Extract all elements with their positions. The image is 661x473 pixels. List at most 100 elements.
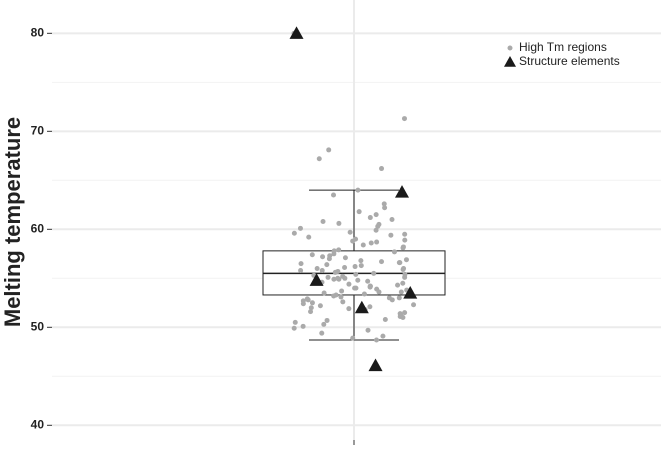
point	[365, 278, 371, 284]
point	[376, 289, 382, 295]
legend-marker	[504, 56, 516, 67]
point	[309, 300, 315, 306]
point	[331, 293, 337, 299]
point	[355, 187, 361, 193]
point	[297, 225, 303, 231]
point	[358, 258, 364, 264]
point	[401, 266, 407, 272]
point	[396, 295, 402, 301]
point	[411, 302, 417, 308]
y-tick-label: 50	[31, 319, 45, 333]
point	[332, 269, 338, 275]
point	[316, 156, 322, 162]
panel	[52, 0, 661, 440]
point	[291, 230, 297, 236]
point	[360, 242, 366, 248]
point	[324, 317, 330, 323]
point	[309, 252, 315, 258]
point	[350, 238, 356, 244]
point	[355, 277, 361, 283]
legend-marker	[507, 45, 513, 51]
point	[358, 263, 364, 269]
point	[314, 266, 320, 272]
y-tick-label: 60	[31, 221, 45, 235]
point	[375, 223, 381, 229]
point	[380, 333, 386, 339]
point	[331, 251, 337, 257]
legend-label: High Tm regions	[519, 40, 607, 54]
point	[402, 310, 408, 316]
point	[306, 234, 312, 240]
point	[356, 209, 362, 215]
point	[292, 319, 298, 325]
point	[368, 240, 374, 246]
point	[373, 212, 379, 218]
triangle-point	[403, 286, 418, 299]
point	[338, 294, 344, 300]
point	[400, 280, 406, 286]
point	[320, 218, 326, 224]
point	[342, 265, 348, 271]
triangle-point	[289, 26, 304, 39]
point	[381, 201, 387, 207]
point	[388, 232, 394, 238]
point	[400, 315, 406, 321]
point	[401, 116, 407, 122]
point	[320, 254, 326, 260]
point	[352, 285, 358, 291]
point	[319, 330, 325, 336]
point	[336, 220, 342, 226]
point	[319, 267, 325, 273]
y-tick-label: 40	[31, 417, 45, 431]
point	[395, 282, 401, 288]
point	[298, 267, 304, 273]
point	[382, 205, 388, 211]
point	[342, 255, 348, 261]
point	[389, 217, 395, 223]
triangle-point	[395, 185, 410, 198]
point	[350, 335, 356, 341]
y-axis-label: Melting temperature	[0, 117, 25, 327]
point	[352, 264, 358, 270]
point	[374, 239, 380, 245]
point	[336, 247, 342, 253]
point	[340, 299, 346, 305]
point	[367, 215, 373, 221]
point	[325, 274, 331, 280]
point	[331, 192, 337, 198]
point	[398, 289, 404, 295]
triangle-point	[354, 300, 369, 314]
y-tick-label: 70	[31, 123, 45, 137]
point	[300, 323, 306, 329]
point	[305, 297, 311, 303]
point	[317, 303, 323, 309]
y-tick-label: 80	[31, 25, 45, 39]
point	[361, 291, 367, 297]
point	[308, 305, 314, 311]
legend-label: Structure elements	[519, 54, 620, 68]
point	[331, 276, 337, 282]
point	[353, 271, 359, 277]
point	[342, 275, 348, 281]
point	[336, 276, 342, 282]
point	[373, 227, 379, 233]
point	[371, 270, 377, 276]
point	[298, 261, 304, 267]
triangle-point	[368, 358, 383, 372]
point	[374, 337, 380, 343]
point	[339, 288, 345, 294]
point	[324, 262, 330, 268]
point	[402, 274, 408, 280]
point	[397, 260, 403, 266]
point	[321, 290, 327, 296]
point	[379, 166, 385, 172]
point	[291, 325, 297, 331]
point	[326, 147, 332, 153]
point	[326, 256, 332, 262]
point	[367, 283, 373, 289]
point	[402, 231, 408, 237]
point	[402, 237, 408, 243]
point	[391, 249, 397, 255]
triangle-point	[309, 273, 324, 286]
